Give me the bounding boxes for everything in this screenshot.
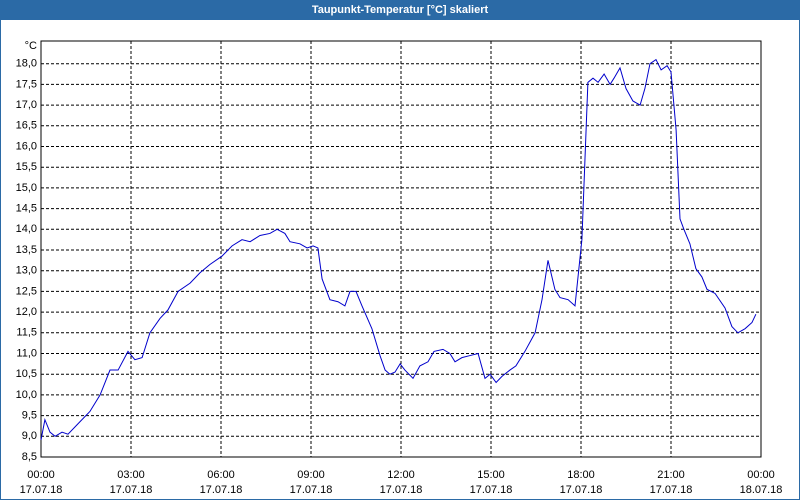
- y-tick-label: 12,0: [16, 306, 37, 318]
- y-tick-label: 11,0: [16, 347, 37, 359]
- data-line: [40, 58, 757, 441]
- x-tick-label: 18:00: [567, 469, 595, 481]
- y-tick-label: 10,5: [16, 368, 37, 380]
- y-tick-label: 17,5: [16, 78, 37, 90]
- x-tick-date: 17.07.18: [200, 484, 243, 496]
- x-tick-date: 17.07.18: [110, 484, 153, 496]
- x-tick-date: 17.07.18: [380, 484, 423, 496]
- y-tick-label: 15,5: [16, 161, 37, 173]
- y-tick-label: 14,5: [16, 203, 37, 215]
- x-tick-label: 09:00: [297, 469, 325, 481]
- y-tick-label: 14,0: [16, 223, 37, 235]
- title-bar: [0, 0, 800, 20]
- x-tick-label: 21:00: [657, 469, 685, 481]
- x-tick-date: 17.07.18: [290, 484, 333, 496]
- y-tick-label: 15,0: [16, 182, 37, 194]
- x-tick-label: 03:00: [117, 469, 145, 481]
- y-tick-label: 9,5: [22, 410, 37, 422]
- x-tick-date: 17.07.18: [650, 484, 693, 496]
- y-tick-label: 12,5: [16, 285, 37, 297]
- x-tick-date: 17.07.18: [470, 484, 513, 496]
- y-tick-label: 16,5: [16, 120, 37, 132]
- y-tick-label: 10,0: [16, 389, 37, 401]
- x-tick-label: 06:00: [207, 469, 235, 481]
- y-tick-label: 17,0: [16, 99, 37, 111]
- x-tick-label: 12:00: [387, 469, 415, 481]
- y-tick-label: 18,0: [16, 58, 37, 70]
- y-tick-label: 13,5: [16, 244, 37, 256]
- x-tick-label: 00:00: [27, 469, 55, 481]
- y-tick-label: 11,5: [16, 327, 37, 339]
- x-tick-date: 17.07.18: [20, 484, 63, 496]
- x-tick-label: 00:00: [747, 469, 775, 481]
- y-tick-label: 13,0: [16, 265, 37, 277]
- y-tick-label: 16,0: [16, 140, 37, 152]
- y-tick-label: 8,5: [22, 451, 37, 463]
- x-tick-date: 17.07.18: [560, 484, 603, 496]
- x-tick-date: 18.07.18: [740, 484, 783, 496]
- y-tick-label: 9,0: [22, 430, 37, 442]
- x-tick-label: 15:00: [477, 469, 505, 481]
- chart-title: Taupunkt-Temperatur [°C] skaliert: [312, 4, 489, 16]
- y-unit: °C: [25, 40, 37, 52]
